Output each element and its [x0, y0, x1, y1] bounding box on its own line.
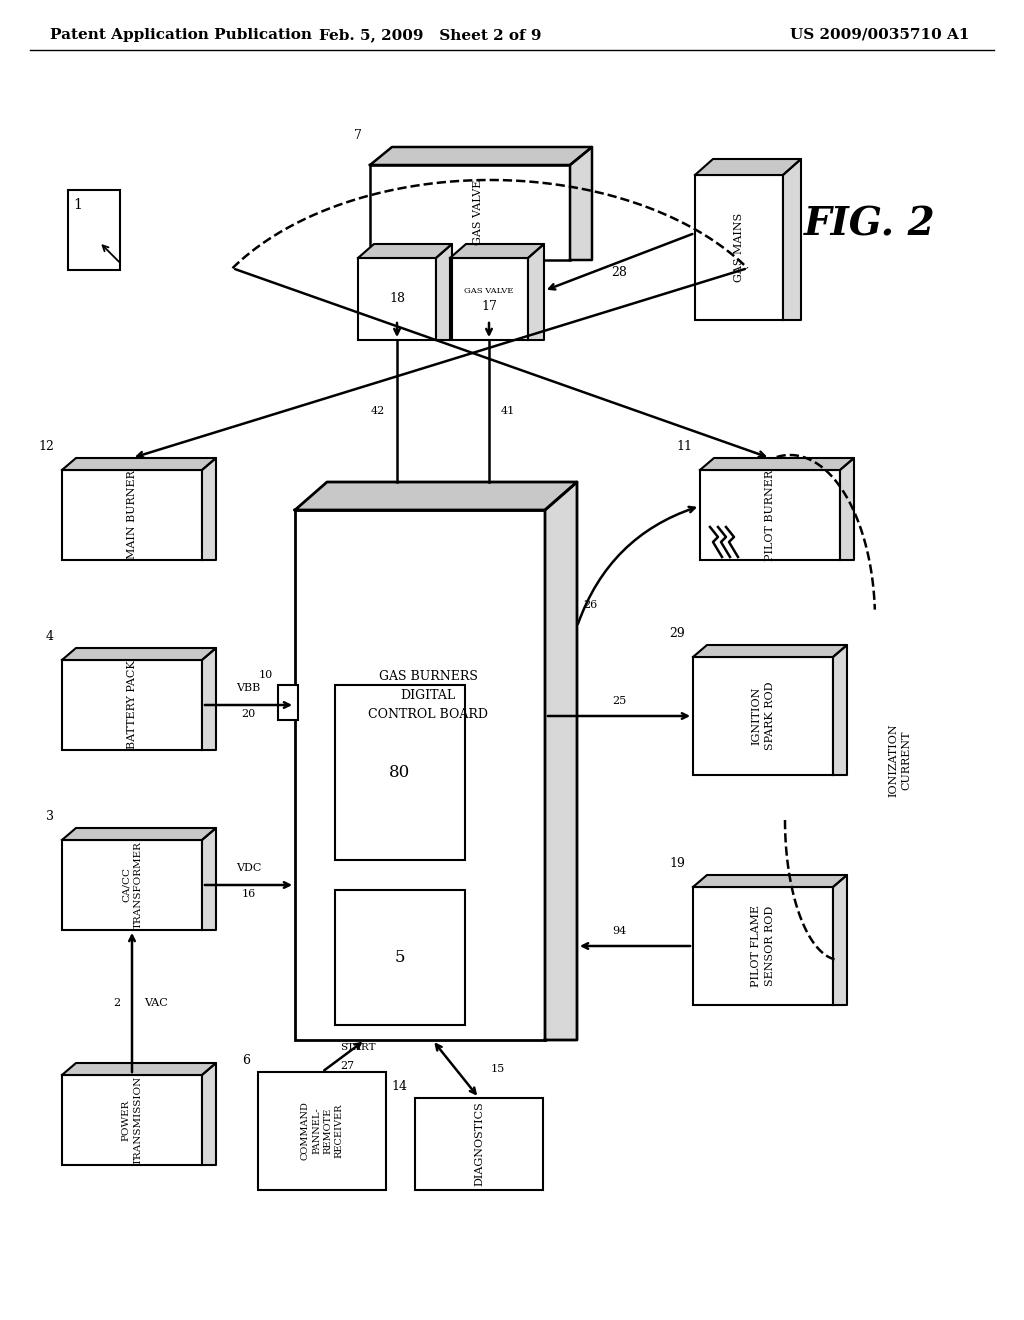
- Bar: [62, 840, 202, 931]
- Polygon shape: [62, 1063, 216, 1074]
- Polygon shape: [450, 244, 544, 257]
- Text: 15: 15: [490, 1064, 505, 1074]
- Bar: [415, 1098, 543, 1191]
- Text: PILOT BURNER: PILOT BURNER: [765, 470, 775, 561]
- Text: 1: 1: [73, 198, 82, 213]
- Text: 41: 41: [501, 407, 515, 416]
- Text: 19: 19: [669, 857, 685, 870]
- Polygon shape: [833, 645, 847, 775]
- Polygon shape: [202, 1063, 216, 1166]
- Text: START: START: [340, 1044, 376, 1052]
- Text: DIAGNOSTICS: DIAGNOSTICS: [474, 1102, 484, 1187]
- Text: 29: 29: [670, 627, 685, 640]
- Bar: [693, 657, 833, 775]
- Polygon shape: [545, 482, 577, 1040]
- Bar: [693, 887, 833, 1005]
- Text: PILOT FLAME
SENSOR ROD: PILOT FLAME SENSOR ROD: [752, 906, 774, 987]
- Text: 3: 3: [46, 810, 54, 822]
- Polygon shape: [700, 458, 854, 470]
- Text: 6: 6: [242, 1053, 250, 1067]
- Text: 18: 18: [389, 293, 406, 305]
- Text: IONIZATION
CURRENT: IONIZATION CURRENT: [889, 723, 911, 797]
- Text: 17: 17: [481, 301, 497, 314]
- Text: 5: 5: [394, 949, 406, 966]
- Polygon shape: [840, 458, 854, 560]
- Text: GAS VALVE: GAS VALVE: [473, 180, 483, 246]
- Polygon shape: [358, 244, 452, 257]
- Bar: [358, 257, 436, 341]
- Bar: [335, 685, 465, 861]
- Polygon shape: [528, 244, 544, 341]
- Text: 4: 4: [46, 630, 54, 643]
- Text: VBB: VBB: [237, 682, 261, 693]
- Text: 25: 25: [612, 696, 626, 706]
- Polygon shape: [783, 158, 801, 319]
- Polygon shape: [62, 828, 216, 840]
- Text: 26: 26: [583, 601, 597, 610]
- Text: BATTERY PACK: BATTERY PACK: [127, 660, 137, 750]
- Text: 94: 94: [612, 927, 626, 936]
- Text: Feb. 5, 2009   Sheet 2 of 9: Feb. 5, 2009 Sheet 2 of 9: [318, 28, 542, 42]
- Text: GAS VALVE: GAS VALVE: [464, 286, 514, 294]
- Bar: [700, 470, 840, 560]
- Text: 12: 12: [38, 440, 54, 453]
- Polygon shape: [570, 147, 592, 260]
- Bar: [62, 1074, 202, 1166]
- Bar: [62, 470, 202, 560]
- Text: IGNITION
SPARK ROD: IGNITION SPARK ROD: [752, 681, 774, 750]
- Text: COMMAND
PANNEL-
REMOTE
RECEIVER: COMMAND PANNEL- REMOTE RECEIVER: [301, 1102, 343, 1160]
- Bar: [370, 165, 570, 260]
- Text: CA/CC
TRANSFORMER: CA/CC TRANSFORMER: [122, 841, 142, 929]
- Bar: [278, 685, 298, 719]
- Text: 42: 42: [371, 407, 385, 416]
- Bar: [295, 510, 545, 1040]
- Text: VAC: VAC: [144, 998, 168, 1007]
- Text: POWER
TRANSMISSION: POWER TRANSMISSION: [122, 1076, 142, 1164]
- Polygon shape: [370, 147, 592, 165]
- Polygon shape: [695, 158, 801, 176]
- Text: 20: 20: [242, 709, 256, 719]
- Text: 80: 80: [389, 764, 411, 781]
- Bar: [68, 190, 120, 271]
- Text: 16: 16: [242, 888, 256, 899]
- Bar: [335, 890, 465, 1026]
- Text: 27: 27: [340, 1061, 354, 1071]
- Text: 7: 7: [354, 129, 362, 143]
- Polygon shape: [62, 648, 216, 660]
- Text: GAS MAINS: GAS MAINS: [734, 213, 744, 282]
- Text: 14: 14: [391, 1080, 407, 1093]
- Polygon shape: [202, 458, 216, 560]
- Polygon shape: [202, 828, 216, 931]
- Bar: [62, 660, 202, 750]
- Text: VDC: VDC: [236, 863, 261, 873]
- Text: 10: 10: [259, 671, 273, 680]
- Polygon shape: [202, 648, 216, 750]
- Bar: [450, 257, 528, 341]
- Text: FIG. 2: FIG. 2: [804, 206, 936, 244]
- Polygon shape: [833, 875, 847, 1005]
- Polygon shape: [436, 244, 452, 341]
- Text: GAS BURNERS
DIGITAL
CONTROL BOARD: GAS BURNERS DIGITAL CONTROL BOARD: [368, 671, 488, 721]
- Text: US 2009/0035710 A1: US 2009/0035710 A1: [791, 28, 970, 42]
- Polygon shape: [62, 458, 216, 470]
- Bar: [258, 1072, 386, 1191]
- Text: 11: 11: [676, 440, 692, 453]
- Text: MAIN BURNER: MAIN BURNER: [127, 470, 137, 560]
- Text: 28: 28: [611, 265, 628, 279]
- Polygon shape: [693, 645, 847, 657]
- Bar: [695, 176, 783, 319]
- Text: 2: 2: [113, 998, 120, 1007]
- Text: Patent Application Publication: Patent Application Publication: [50, 28, 312, 42]
- Polygon shape: [295, 482, 577, 510]
- Polygon shape: [693, 875, 847, 887]
